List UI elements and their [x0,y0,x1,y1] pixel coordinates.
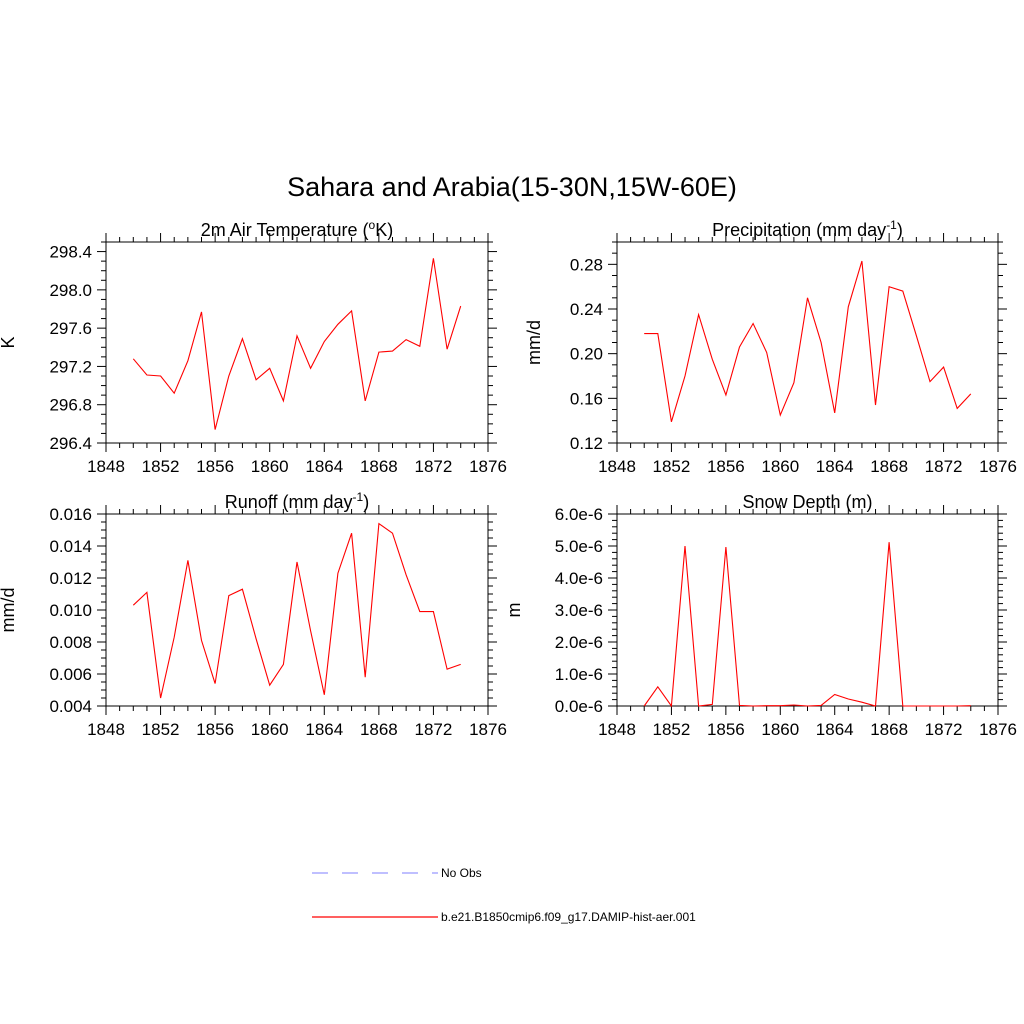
y-axis-label: K [0,336,18,348]
legend-item: b.e21.B1850cmip6.f09_g17.DAMIP-hist-aer.… [312,910,696,924]
y-tick-label: 6.0e-6 [555,505,603,524]
y-tick-label: 297.6 [49,319,92,338]
x-tick-label: 1872 [925,720,963,739]
y-tick-label: 0.014 [49,537,92,556]
x-tick-label: 1872 [925,457,963,476]
panel-2: Precipitation (mm day-1) mm/d 1848 1852 1856… [524,218,1017,476]
legend-item: No Obs [312,866,482,880]
y-tick-label: 0.24 [570,300,603,319]
panel-title: Runoff (mm day-1) [225,490,369,512]
y-axis-label: m [504,603,524,618]
panel-title: Snow Depth (m) [742,492,872,512]
x-tick-label: 1860 [251,457,289,476]
y-tick-label: 0.008 [49,633,92,652]
y-axis-label: mm/d [524,320,544,365]
series-line [644,260,972,422]
x-tick-label: 1860 [761,457,799,476]
y-tick-label: 0.0e-6 [555,697,603,716]
y-tick-label: 3.0e-6 [555,601,603,620]
x-tick-label: 1872 [415,720,453,739]
y-tick-label: 5.0e-6 [555,537,603,556]
y-tick-label: 298.4 [49,243,92,262]
x-tick-label: 1876 [469,720,507,739]
plot-frame [105,513,489,707]
x-tick-label: 1856 [707,457,745,476]
x-tick-label: 1848 [87,720,125,739]
x-tick-label: 1848 [598,457,636,476]
x-tick-label: 1848 [598,720,636,739]
x-tick-label: 1852 [653,457,691,476]
x-tick-label: 1848 [87,457,125,476]
x-tick-label: 1868 [870,720,908,739]
legend-label: No Obs [441,866,482,880]
y-axis-label: mm/d [0,588,18,633]
panel-1: 2m Air Temperature (oK) K 1848 1852 1856 1860… [0,218,507,476]
y-tick-label: 1.0e-6 [555,665,603,684]
x-tick-label: 1860 [761,720,799,739]
y-tick-label: 0.012 [49,569,92,588]
x-tick-label: 1868 [360,457,398,476]
x-tick-label: 1864 [305,720,343,739]
x-tick-label: 1868 [870,457,908,476]
y-tick-label: 296.4 [49,434,92,453]
y-tick-label: 298.0 [49,281,92,300]
x-tick-label: 1864 [305,457,343,476]
x-tick-label: 1872 [415,457,453,476]
panel-title: 2m Air Temperature (oK) [201,218,393,240]
x-tick-label: 1876 [979,457,1017,476]
panel-title: Precipitation (mm day-1) [712,218,903,240]
x-tick-label: 1868 [360,720,398,739]
legend: No Obs b.e21.B1850cmip6.f09_g17.DAMIP-his… [312,866,696,924]
y-tick-label: 2.0e-6 [555,633,603,652]
series-line [643,542,971,708]
x-tick-label: 1876 [979,720,1017,739]
y-tick-label: 0.28 [570,255,603,274]
plot-frame [105,241,489,444]
x-tick-label: 1864 [816,720,854,739]
panel-3: Runoff (mm day-1) mm/d 1848 1852 1856 1860 186… [0,490,507,739]
figure-title: Sahara and Arabia(15-30N,15W-60E) [287,172,737,202]
panel-4: Snow Depth (m) m 1848 1852 1856 1860 1864 1868 1… [504,492,1017,739]
y-tick-label: 0.12 [570,434,603,453]
y-tick-label: 296.8 [49,396,92,415]
y-tick-label: 0.016 [49,505,92,524]
y-tick-label: 0.010 [49,601,92,620]
x-tick-label: 1852 [653,720,691,739]
y-tick-label: 0.004 [49,697,92,716]
series-line [132,258,462,430]
x-tick-label: 1856 [196,457,234,476]
y-tick-label: 4.0e-6 [555,569,603,588]
series-line [132,522,461,699]
y-tick-label: 297.2 [49,357,92,376]
x-tick-label: 1856 [707,720,745,739]
x-tick-label: 1876 [469,457,507,476]
x-tick-label: 1852 [142,457,180,476]
x-tick-label: 1856 [196,720,234,739]
x-tick-label: 1860 [251,720,289,739]
panels: 2m Air Temperature (oK) K 1848 1852 1856 1860… [0,218,1017,739]
x-tick-label: 1864 [816,457,854,476]
legend-label: b.e21.B1850cmip6.f09_g17.DAMIP-hist-aer.… [441,910,696,924]
x-tick-label: 1852 [142,720,180,739]
y-tick-label: 0.20 [570,345,603,364]
y-tick-label: 0.006 [49,665,92,684]
y-tick-label: 0.16 [570,389,603,408]
